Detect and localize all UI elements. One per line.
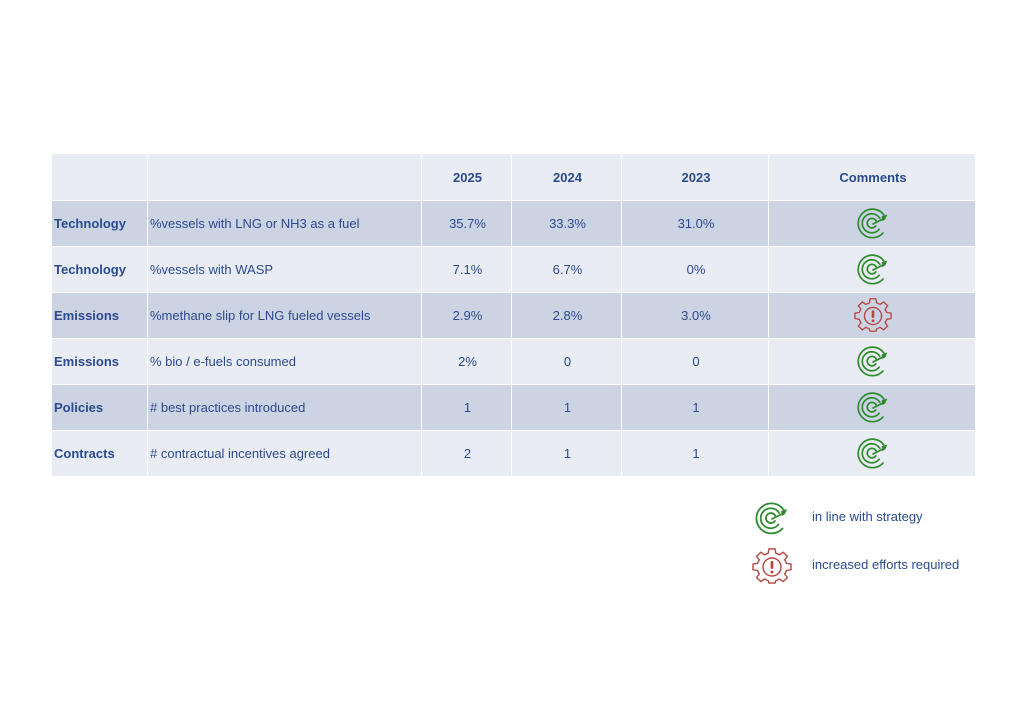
row-value-2023: 1 xyxy=(621,384,769,431)
legend-on-track: in line with strategy xyxy=(752,499,982,539)
row-value-2024: 1 xyxy=(511,430,622,477)
header-2023: 2023 xyxy=(621,153,769,201)
row-comment xyxy=(768,384,976,431)
table-row: Emissions %methane slip for LNG fueled v… xyxy=(51,292,976,339)
row-category: Technology xyxy=(51,200,148,247)
header-kpi xyxy=(147,153,422,201)
target-icon xyxy=(854,435,892,473)
row-value-2023: 0% xyxy=(621,246,769,293)
row-value-2023: 0 xyxy=(621,338,769,385)
row-kpi: # best practices introduced xyxy=(147,384,422,431)
legend-warning: increased efforts required xyxy=(752,547,982,587)
row-value-2024: 0 xyxy=(511,338,622,385)
row-kpi: %vessels with WASP xyxy=(147,246,422,293)
row-value-2024: 33.3% xyxy=(511,200,622,247)
row-category: Emissions xyxy=(51,292,148,339)
header-2024: 2024 xyxy=(511,153,622,201)
row-value-2023: 31.0% xyxy=(621,200,769,247)
row-value-2023: 1 xyxy=(621,430,769,477)
gear-warning-icon xyxy=(752,547,792,587)
kpi-table: 2025 2024 2023 Comments Technology %vess… xyxy=(51,153,976,477)
row-value-2025: 7.1% xyxy=(421,246,512,293)
row-kpi: %vessels with LNG or NH3 as a fuel xyxy=(147,200,422,247)
table-row: Policies # best practices introduced 1 1… xyxy=(51,384,976,431)
table-header-row: 2025 2024 2023 Comments xyxy=(51,153,976,201)
row-comment xyxy=(768,292,976,339)
row-category: Policies xyxy=(51,384,148,431)
gear-warning-icon xyxy=(854,297,892,335)
row-value-2025: 2.9% xyxy=(421,292,512,339)
row-category: Emissions xyxy=(51,338,148,385)
target-icon xyxy=(854,343,892,381)
table-row: Emissions % bio / e-fuels consumed 2% 0 … xyxy=(51,338,976,385)
row-kpi: % bio / e-fuels consumed xyxy=(147,338,422,385)
target-icon xyxy=(752,499,792,539)
row-value-2025: 2% xyxy=(421,338,512,385)
row-value-2024: 2.8% xyxy=(511,292,622,339)
target-icon xyxy=(854,251,892,289)
row-category: Contracts xyxy=(51,430,148,477)
row-comment xyxy=(768,338,976,385)
row-comment xyxy=(768,200,976,247)
row-kpi: %methane slip for LNG fueled vessels xyxy=(147,292,422,339)
row-value-2025: 35.7% xyxy=(421,200,512,247)
table-row: Technology %vessels with WASP 7.1% 6.7% … xyxy=(51,246,976,293)
row-value-2024: 6.7% xyxy=(511,246,622,293)
row-kpi: # contractual incentives agreed xyxy=(147,430,422,477)
legend-on-track-label: in line with strategy xyxy=(812,509,923,524)
row-value-2024: 1 xyxy=(511,384,622,431)
target-icon xyxy=(854,389,892,427)
header-comments: Comments xyxy=(768,153,976,201)
header-category xyxy=(51,153,148,201)
table-row: Contracts # contractual incentives agree… xyxy=(51,430,976,477)
row-comment xyxy=(768,246,976,293)
legend-warning-label: increased efforts required xyxy=(812,557,960,572)
header-2025: 2025 xyxy=(421,153,512,201)
target-icon xyxy=(854,205,892,243)
row-value-2025: 1 xyxy=(421,384,512,431)
row-comment xyxy=(768,430,976,477)
row-value-2025: 2 xyxy=(421,430,512,477)
row-value-2023: 3.0% xyxy=(621,292,769,339)
table-row: Technology %vessels with LNG or NH3 as a… xyxy=(51,200,976,247)
row-category: Technology xyxy=(51,246,148,293)
